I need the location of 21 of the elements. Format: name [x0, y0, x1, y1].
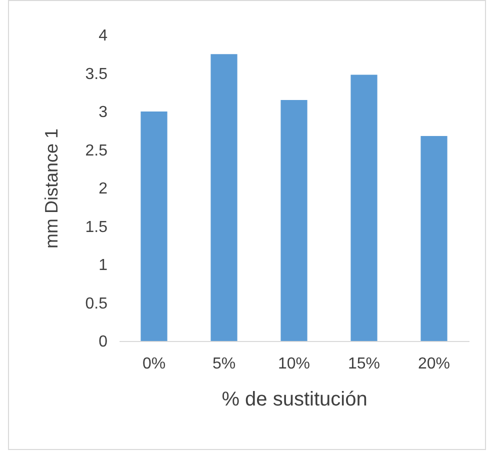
bar: [350, 74, 378, 341]
y-axis-title: mm Distance 1: [41, 128, 62, 249]
y-tick-label: 3: [98, 104, 108, 121]
x-axis-title: % de sustitución: [222, 388, 368, 410]
x-tick-label: 10%: [278, 356, 310, 372]
y-tick-label: 2: [98, 180, 108, 198]
y-tick-label: 2.5: [85, 142, 108, 160]
bar: [210, 54, 238, 341]
bar: [140, 112, 168, 341]
y-tick-label: 1: [98, 257, 108, 274]
y-tick-label: 3.5: [85, 66, 108, 83]
y-tick-label: 4: [98, 28, 108, 44]
x-tick-label: 5%: [212, 356, 236, 372]
x-tick-label: 0%: [142, 356, 166, 372]
bar: [420, 136, 448, 341]
y-tick-label: 0.5: [85, 295, 108, 312]
y-tick-label: 1.5: [85, 218, 108, 236]
x-tick-label: 15%: [348, 356, 380, 372]
bar: [280, 100, 308, 341]
y-tick-label: 0: [98, 334, 108, 350]
x-tick-label: 20%: [418, 356, 450, 372]
